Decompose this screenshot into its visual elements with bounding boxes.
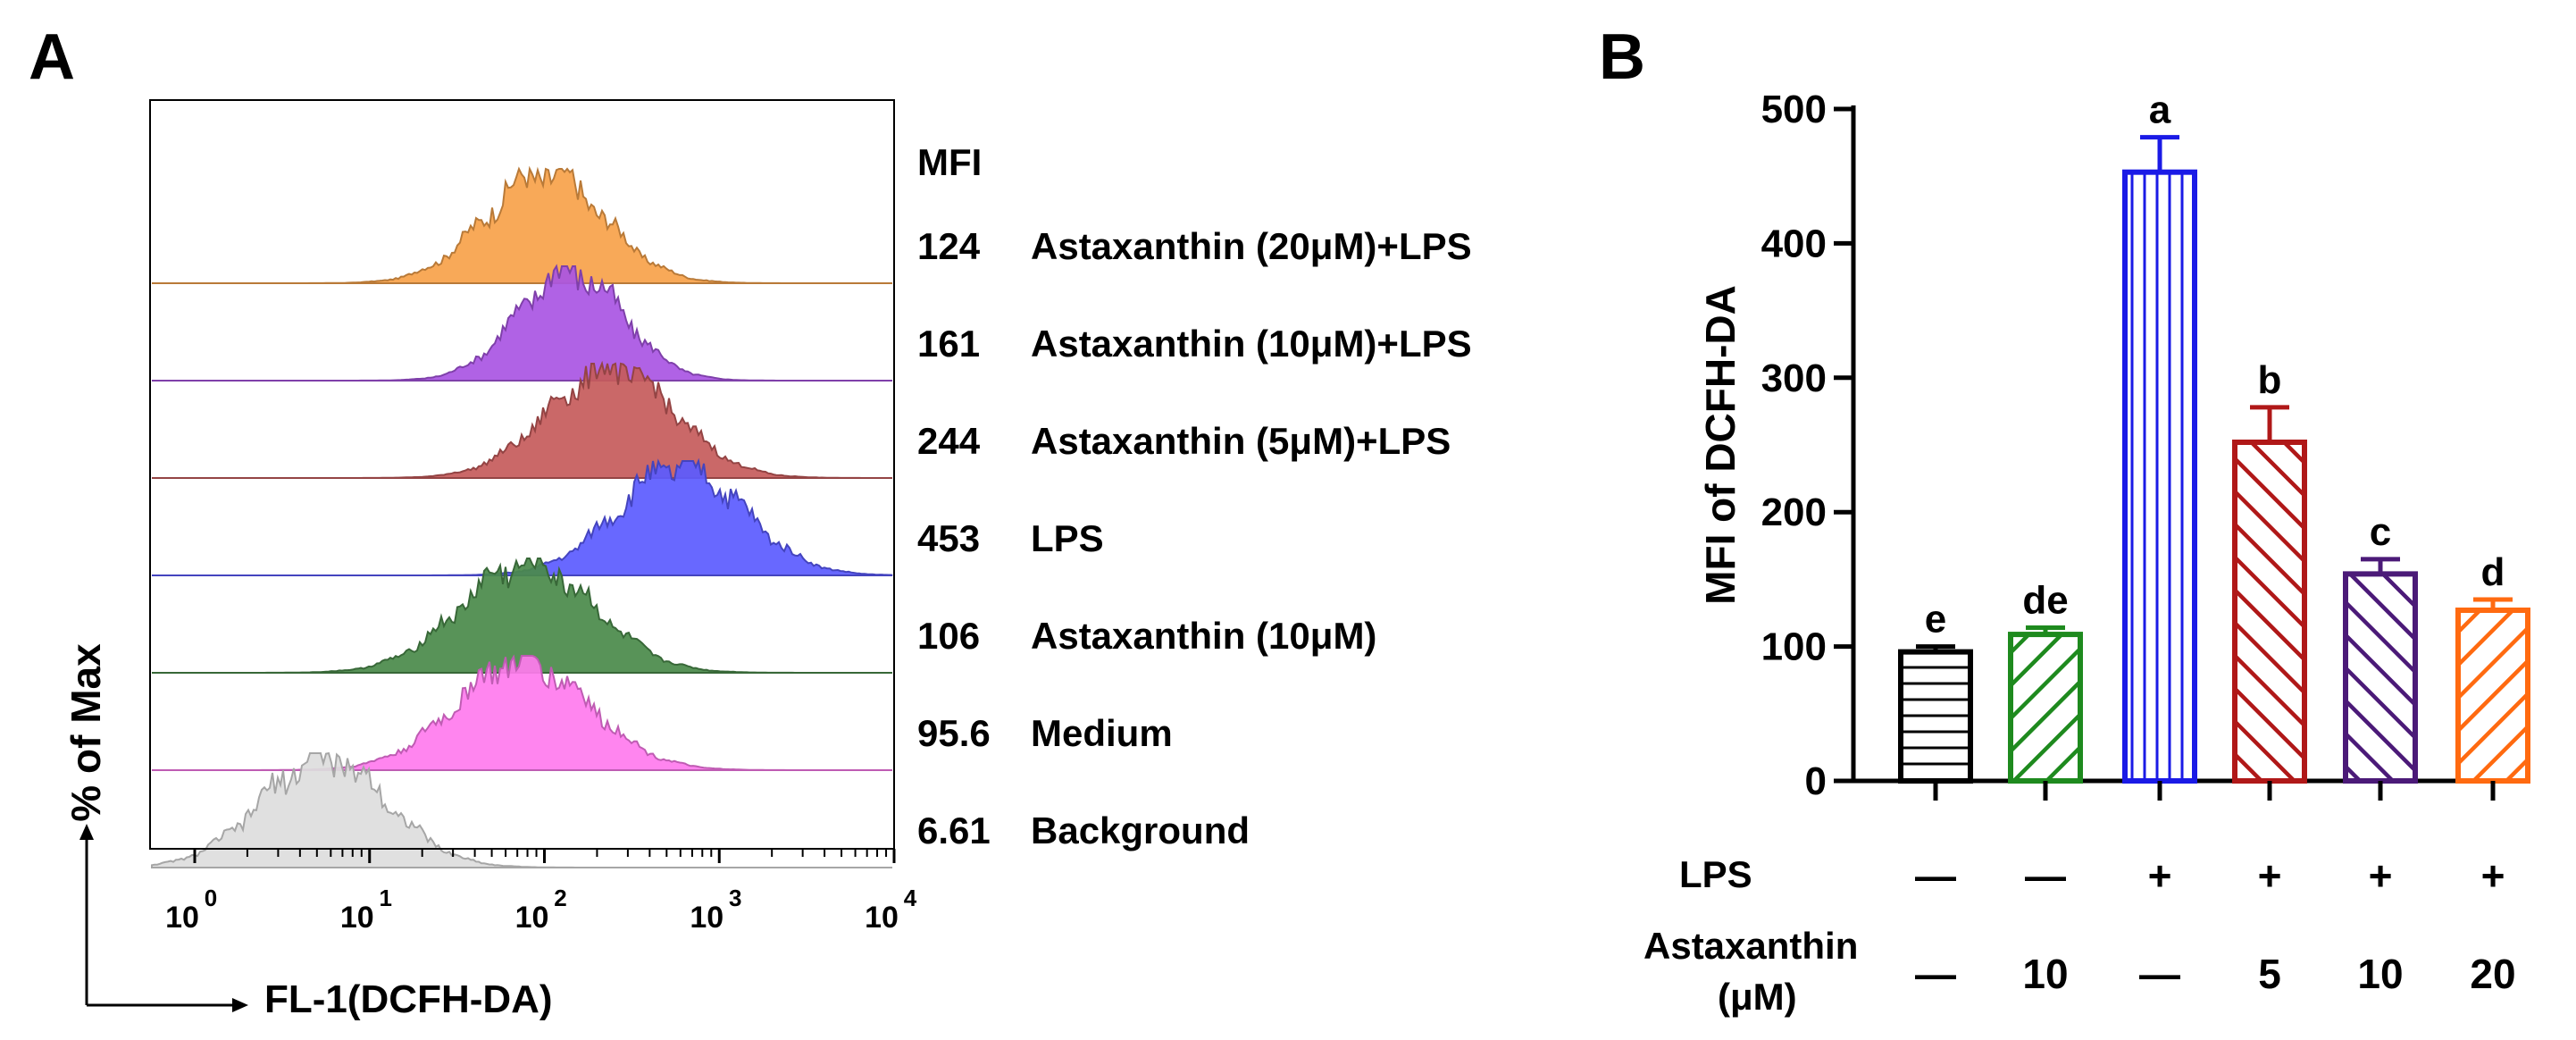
bar-y-axis-label: MFI of DCFH-DA: [1697, 285, 1744, 605]
mfi-value-astaxanthin-5-m-lps: 244: [917, 420, 981, 462]
panel-a-label: A: [29, 21, 75, 93]
lps-treatment-astaxanthin-10: —: [2025, 852, 2066, 899]
y-tick-label: 200: [1761, 491, 1827, 534]
histogram-astaxanthin-20-m-lps: [152, 165, 892, 284]
x-tick-label: 10: [515, 901, 549, 935]
legend-label-lps: LPS: [1031, 517, 1104, 559]
astaxanthin-unit-label: (μM): [1718, 976, 1797, 1018]
legend-label-astaxanthin-10-m: Astaxanthin (10μM): [1031, 615, 1376, 657]
y-tick-label: 400: [1761, 222, 1827, 265]
x-tick-exponent: 0: [205, 885, 217, 911]
mfi-value-background: 6.61: [917, 809, 991, 851]
significance-label-asta-10-lps: c: [2370, 510, 2391, 554]
y-axis-label: % of Max: [63, 643, 109, 822]
lps-treatment-asta-10-lps: +: [2369, 852, 2393, 899]
panel-a-histograms: [151, 165, 893, 868]
astaxanthin-dose-asta-20-lps: 20: [2470, 951, 2515, 997]
lps-row-label: LPS: [1679, 853, 1752, 895]
bar-fill-asta-10-lps: [2346, 574, 2415, 781]
astaxanthin-dose-asta-10-lps: 10: [2357, 951, 2403, 997]
y-tick-label: 100: [1761, 625, 1827, 669]
bar-fill-medium: [1901, 651, 1970, 781]
mfi-header: MFI: [917, 141, 982, 183]
x-tick-label: 10: [865, 901, 899, 935]
significance-label-lps: a: [2149, 88, 2171, 132]
panel-b-bar-chart: 0 100 200 300 400 500 MFI of DCFH-DA e — — de — 10 a +…: [1697, 88, 2530, 997]
panel-b-label: B: [1599, 21, 1645, 93]
x-tick-label: 10: [165, 901, 199, 935]
significance-label-medium: e: [1925, 598, 1946, 642]
y-axis-arrow-head: [79, 824, 94, 840]
lps-treatment-medium: —: [1915, 852, 1956, 899]
histogram-medium: [152, 654, 892, 771]
significance-label-asta-20-lps: d: [2481, 550, 2505, 594]
legend-label-astaxanthin-10-m-lps: Astaxanthin (10μM)+LPS: [1031, 323, 1472, 365]
astaxanthin-dose-asta-5-lps: 5: [2258, 951, 2281, 997]
legend-label-astaxanthin-5-m-lps: Astaxanthin (5μM)+LPS: [1031, 420, 1451, 462]
astaxanthin-dose-astaxanthin-10: 10: [2022, 951, 2068, 997]
significance-label-astaxanthin-10: de: [2022, 579, 2068, 623]
bar-fill-asta-20-lps: [2458, 609, 2528, 781]
lps-treatment-asta-5-lps: +: [2258, 852, 2282, 899]
astaxanthin-dose-lps: —: [2139, 951, 2180, 997]
y-tick-label: 500: [1761, 88, 1827, 131]
x-tick-exponent: 2: [554, 885, 566, 911]
significance-label-asta-5-lps: b: [2258, 358, 2282, 402]
x-axis-arrow-head: [232, 998, 248, 1012]
legend-label-medium: Medium: [1031, 712, 1173, 754]
histogram-background: [151, 751, 892, 868]
astaxanthin-row-label: Astaxanthin: [1643, 925, 1858, 967]
x-tick-label: 10: [340, 901, 374, 935]
mfi-value-medium: 95.6: [917, 712, 991, 754]
x-tick-exponent: 4: [904, 885, 917, 911]
histogram-astaxanthin-10-m-lps: [152, 264, 892, 382]
x-axis-label: FL-1(DCFH-DA): [264, 977, 553, 1021]
y-tick-label: 300: [1761, 356, 1827, 400]
x-tick-exponent: 3: [729, 885, 741, 911]
histogram-astaxanthin-10-m: [152, 558, 892, 674]
lps-treatment-asta-20-lps: +: [2481, 852, 2505, 899]
mfi-value-astaxanthin-10-m: 106: [917, 615, 980, 657]
legend-label-background: Background: [1031, 809, 1250, 851]
mfi-legend: 124 Astaxanthin (20μM)+LPS 161 Astaxanthin …: [917, 225, 1472, 851]
x-tick-label: 10: [690, 901, 723, 935]
mfi-value-lps: 453: [917, 517, 980, 559]
bar-fill-lps: [2125, 172, 2195, 782]
mfi-value-astaxanthin-20-m-lps: 124: [917, 225, 981, 267]
histogram-astaxanthin-5-m-lps: [152, 360, 892, 479]
y-tick-label: 0: [1805, 759, 1827, 803]
bar-fill-astaxanthin-10: [2011, 634, 2080, 781]
mfi-value-astaxanthin-10-m-lps: 161: [917, 323, 980, 365]
x-tick-exponent: 1: [380, 885, 392, 911]
legend-label-astaxanthin-20-m-lps: Astaxanthin (20μM)+LPS: [1031, 225, 1472, 267]
lps-treatment-lps: +: [2148, 852, 2172, 899]
astaxanthin-dose-medium: —: [1915, 951, 1956, 997]
bar-fill-asta-5-lps: [2235, 441, 2304, 781]
